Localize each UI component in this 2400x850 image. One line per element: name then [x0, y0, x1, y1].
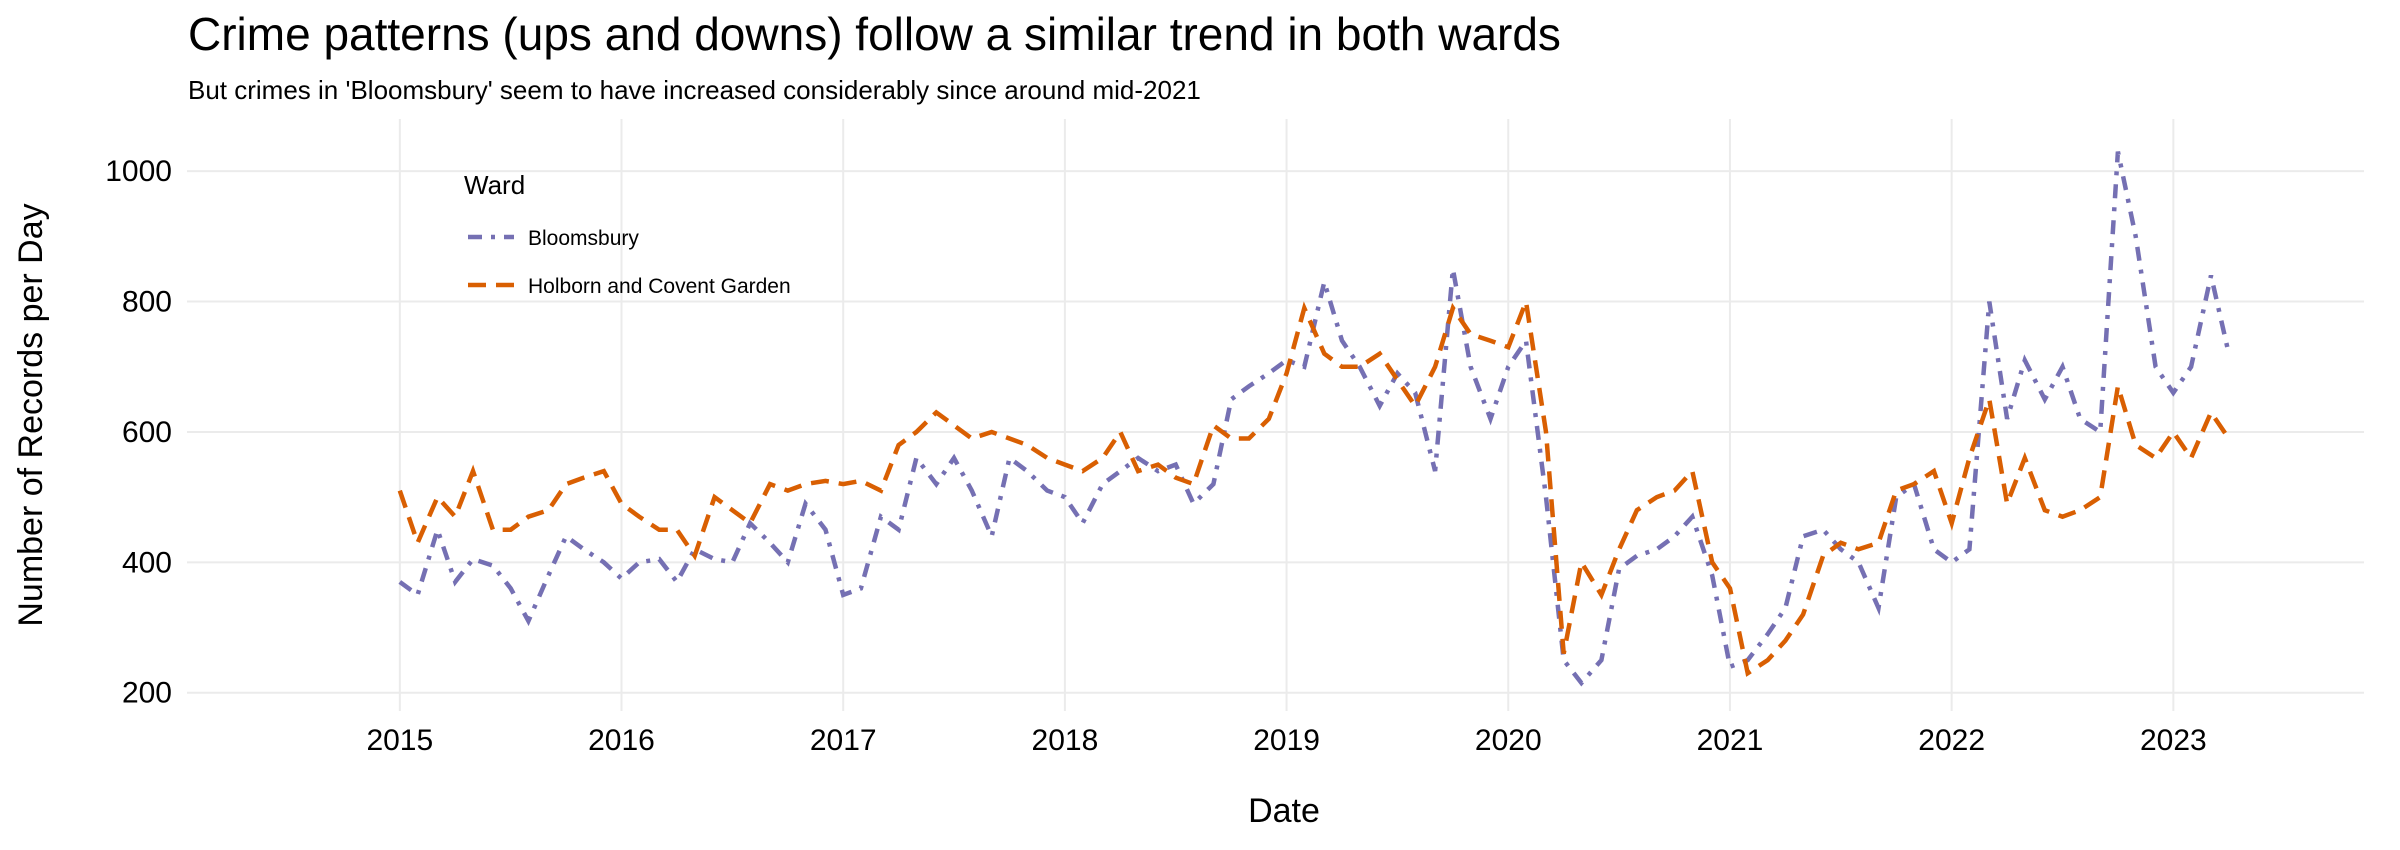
x-tick-label: 2020 — [1475, 724, 1542, 757]
legend-label: Holborn and Covent Garden — [528, 275, 791, 298]
x-tick-label: 2019 — [1253, 724, 1320, 757]
y-tick-label: 400 — [122, 546, 172, 579]
grid: 200 400 600 800 1000 2015 2016 2017 2018 2019 2020… — [105, 119, 2364, 757]
x-tick-label: 2017 — [810, 724, 877, 757]
chart-subtitle: But crimes in 'Bloomsbury' seem to have … — [188, 75, 1201, 105]
legend-label: Bloomsbury — [528, 227, 639, 250]
x-axis-title: Date — [1248, 792, 1320, 830]
chart-title: Crime patterns (ups and downs) follow a … — [188, 8, 1561, 60]
y-tick-label: 1000 — [105, 155, 172, 188]
legend: Ward Bloomsbury Holborn and Covent Garden — [464, 170, 791, 298]
series-line — [398, 151, 2231, 687]
x-tick-label: 2015 — [366, 724, 433, 757]
y-tick-label: 800 — [122, 286, 172, 319]
y-axis-title: Number of Records per Day — [12, 203, 50, 626]
legend-title: Ward — [464, 170, 525, 200]
x-tick-label: 2021 — [1697, 724, 1764, 757]
x-tick-label: 2018 — [1032, 724, 1099, 757]
series-line — [397, 292, 2231, 677]
y-tick-label: 200 — [122, 677, 172, 710]
x-tick-label: 2016 — [588, 724, 655, 757]
x-tick-label: 2023 — [2140, 724, 2207, 757]
lines — [397, 151, 2231, 687]
x-tick-label: 2022 — [1918, 724, 1985, 757]
y-tick-label: 600 — [122, 416, 172, 449]
